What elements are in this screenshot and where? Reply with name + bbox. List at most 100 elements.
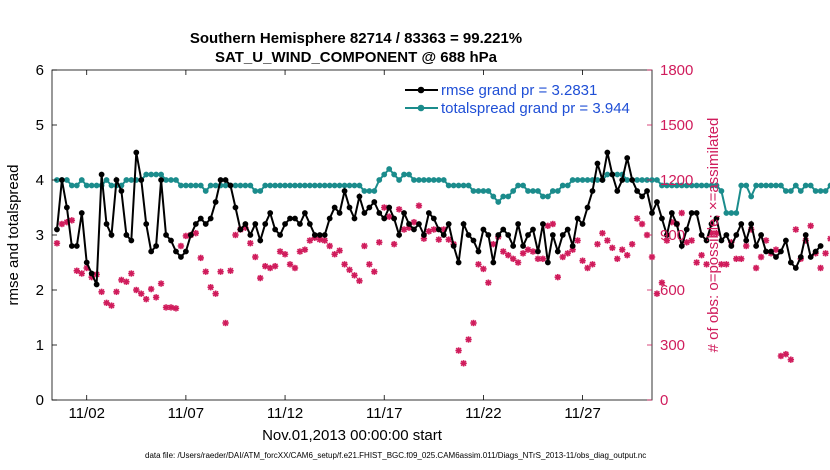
rmse-point [733, 232, 740, 238]
y-left-tick-label: 3 [36, 227, 44, 244]
obs-marker-stroke [386, 213, 393, 220]
obs-assimilated-marker [648, 253, 656, 261]
obs-marker-stroke [148, 286, 155, 293]
rmse-point [292, 215, 298, 222]
totalspread-point [207, 182, 214, 189]
y-right-tick-label: 1500 [660, 117, 693, 134]
totalspread-point [366, 188, 373, 194]
obs-assimilated-marker [500, 248, 507, 255]
obs-marker-stroke [475, 261, 482, 268]
obs-marker-stroke [217, 268, 224, 275]
totalspread-point [143, 171, 150, 178]
rmse-point [411, 226, 417, 233]
obs-assimilated-marker [281, 251, 289, 258]
totalspread-point [782, 188, 789, 194]
rmse-point [663, 232, 670, 238]
rmse-point [817, 243, 824, 249]
rmse-point [401, 210, 407, 216]
obs-marker-stroke [296, 248, 303, 255]
rmse-point [802, 232, 809, 238]
obs-assimilated-marker [58, 220, 66, 228]
rmse-point [540, 221, 546, 227]
obs-marker-stroke [589, 261, 596, 268]
totalspread-point [182, 182, 189, 189]
rmse-point [406, 221, 412, 227]
rmse-point [277, 232, 283, 238]
obs-marker-stroke [817, 265, 824, 271]
totalspread-point [123, 177, 130, 183]
rmse-point [54, 226, 60, 233]
totalspread-point [673, 182, 680, 189]
obs-marker-stroke [202, 268, 209, 275]
rmse-point [688, 210, 695, 216]
obs-assimilated-marker [792, 226, 800, 233]
obs-assimilated-marker [475, 261, 482, 268]
rmse-point [812, 248, 819, 255]
obs-marker-stroke [153, 294, 160, 301]
rmse-point [311, 232, 318, 238]
obs-assimilated-marker [624, 251, 631, 259]
obs-marker-stroke [207, 284, 214, 291]
totalspread-point [797, 188, 804, 194]
obs-assimilated-marker [757, 253, 765, 261]
obs-assimilated-marker [514, 259, 522, 266]
totalspread-point [450, 182, 457, 189]
obs-assimilated-marker [713, 229, 720, 237]
rmse-point [391, 215, 398, 222]
totalspread-point [425, 177, 432, 183]
totalspread-point [356, 182, 363, 189]
obs-marker-stroke [346, 266, 353, 273]
totalspread-point [63, 177, 70, 183]
rmse-point [748, 221, 755, 227]
obs-marker-stroke [376, 239, 383, 246]
obs-assimilated-marker [108, 302, 115, 309]
obs-marker-stroke [807, 222, 814, 229]
obs-marker-stroke [758, 254, 765, 260]
totalspread-point [287, 182, 293, 189]
totalspread-point [688, 182, 695, 189]
rmse-point [113, 177, 120, 183]
rmse-point [371, 199, 378, 205]
obs-assimilated-marker [415, 202, 423, 209]
obs-marker-stroke [782, 351, 789, 358]
rmse-point [158, 177, 164, 183]
totalspread-point [178, 182, 184, 189]
obs-marker-stroke [827, 235, 830, 240]
obs-assimilated-marker [68, 217, 76, 224]
obs-marker-stroke [554, 274, 561, 281]
obs-assimilated-marker [257, 274, 264, 282]
obs-assimilated-marker [385, 213, 393, 220]
totalspread-point [475, 188, 482, 194]
obs-marker-stroke [277, 248, 284, 255]
obs-marker-stroke [341, 261, 348, 268]
totalspread-point [103, 177, 110, 183]
obs-assimilated-marker [326, 242, 333, 250]
rmse-point [143, 221, 150, 227]
totalspread-point [222, 182, 229, 189]
totalspread-point [158, 171, 164, 178]
rmse-point [425, 210, 432, 216]
obs-marker-stroke [465, 336, 472, 343]
y-right-tick-label: 1200 [660, 172, 693, 189]
totalspread-point [758, 182, 764, 189]
obs-assimilated-marker [752, 264, 760, 272]
obs-assimilated-marker [653, 290, 661, 297]
obs-assimilated-marker [485, 279, 492, 286]
obs-marker-stroke [415, 202, 422, 209]
obs-assimilated-marker [772, 246, 780, 253]
totalspread-point [495, 199, 502, 205]
footer-data-file: data file: /Users/raeder/DAI/ATM_forcXX/… [145, 451, 646, 460]
totalspread-point [535, 188, 541, 194]
rmse-point [202, 221, 209, 227]
rmse-point [217, 177, 224, 183]
obs-marker-stroke [584, 265, 591, 271]
obs-marker-stroke [480, 265, 487, 272]
rmse-point [247, 232, 254, 238]
rmse-point [668, 210, 675, 216]
rmse-point [297, 221, 303, 227]
obs-marker-stroke [163, 304, 170, 311]
obs-marker-stroke [718, 261, 725, 268]
obs-assimilated-marker [782, 350, 790, 358]
rmse-point [525, 232, 531, 238]
obs-assimilated-marker [589, 261, 596, 268]
